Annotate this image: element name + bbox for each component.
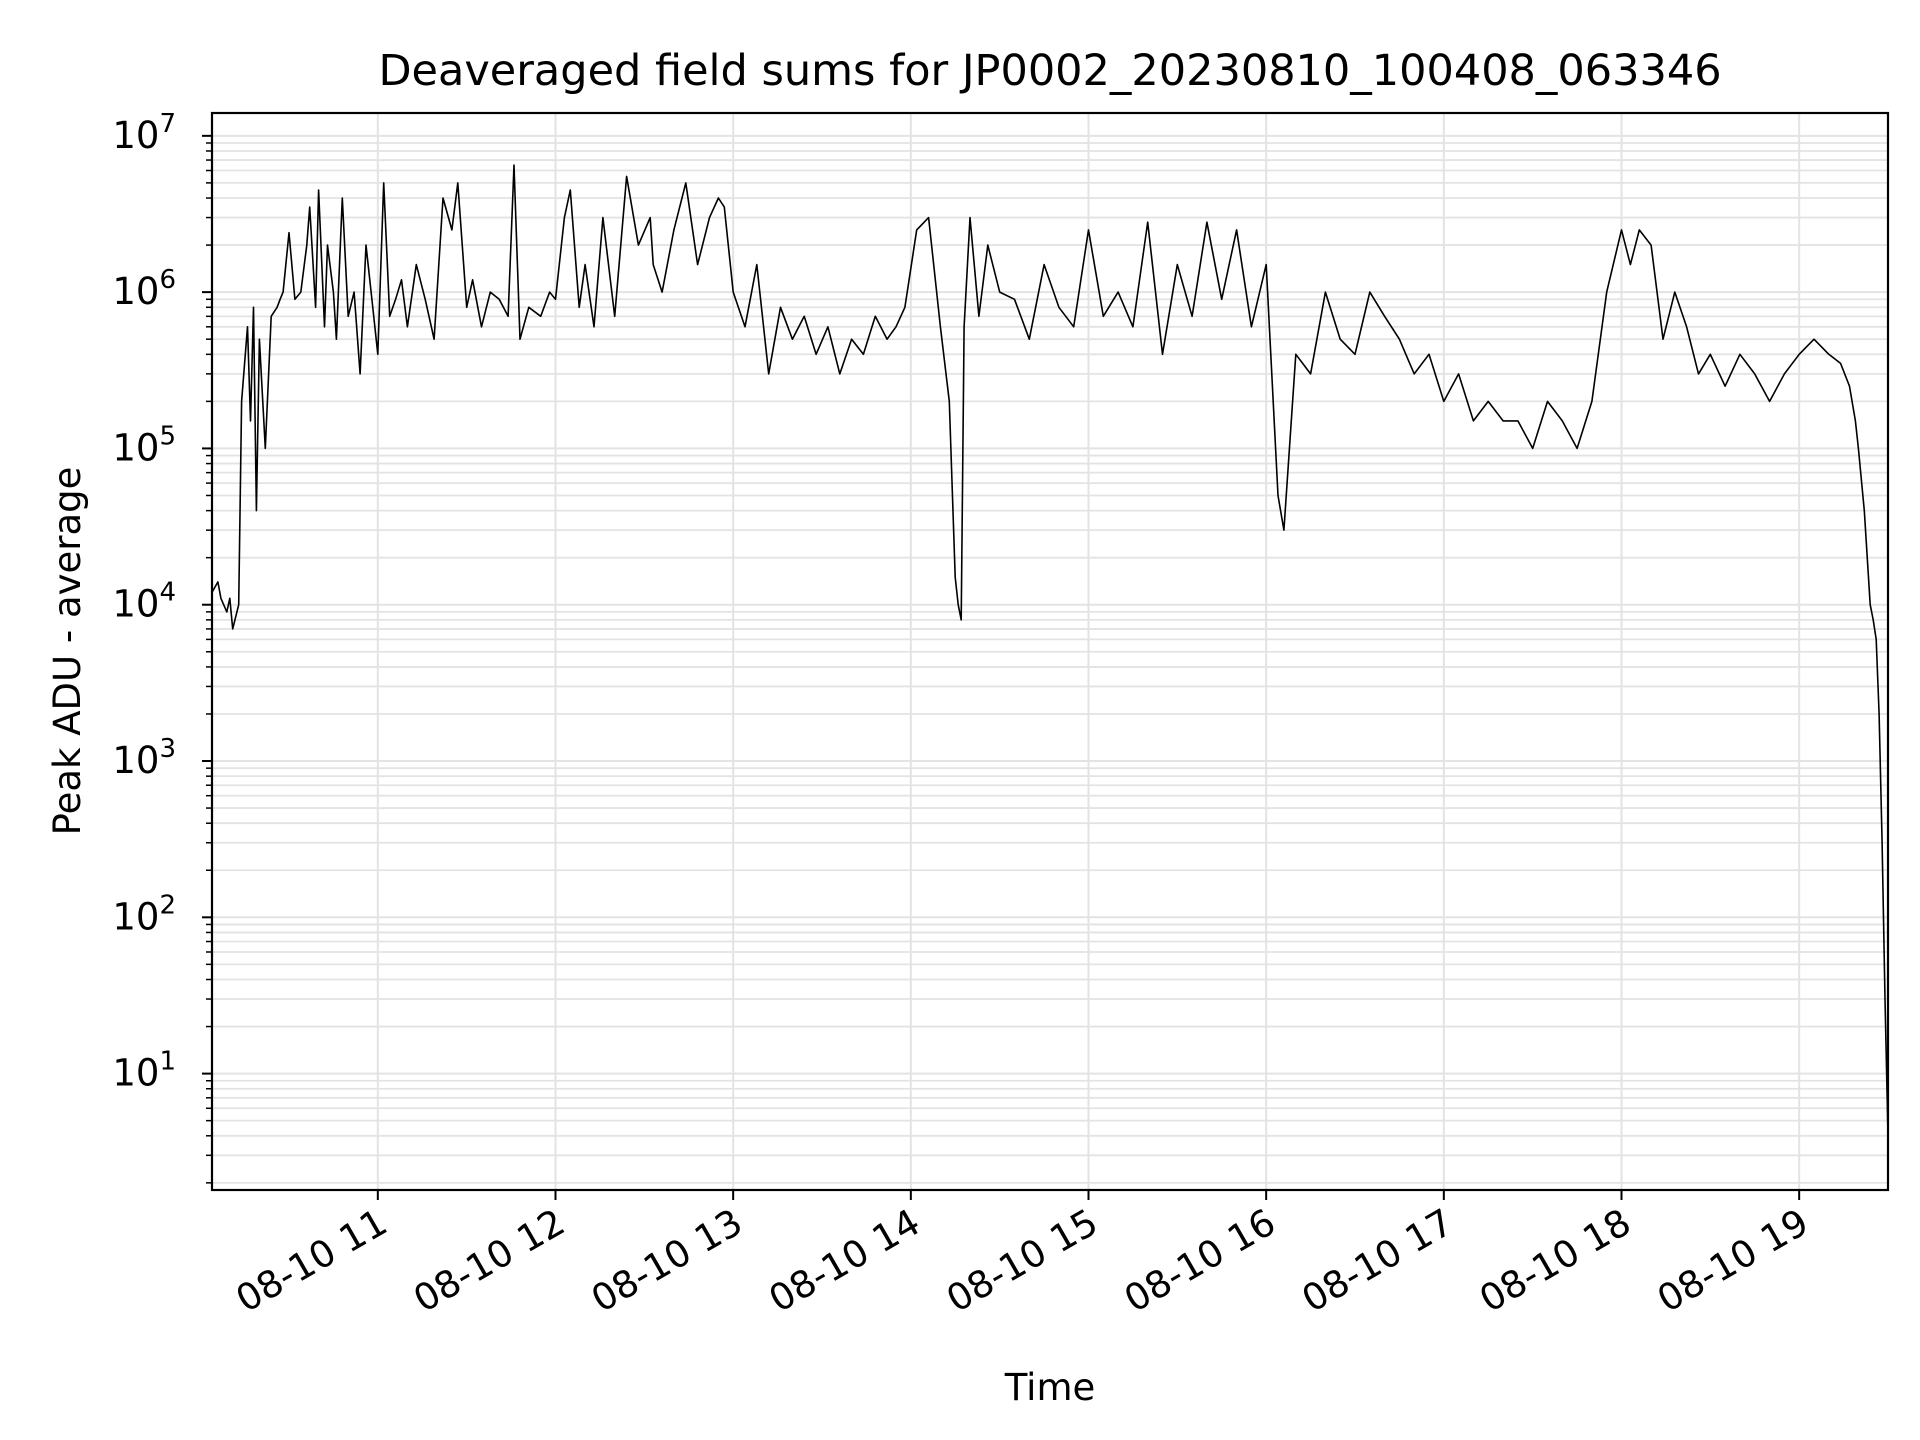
y-tick-label: 104 <box>112 578 176 626</box>
series-line <box>211 164 1889 1136</box>
y-axis-label: Peak ADU - average <box>46 467 89 836</box>
y-tick-label: 102 <box>112 890 176 938</box>
x-axis-label: Time <box>1004 1366 1096 1409</box>
y-tick-label: 107 <box>112 109 176 157</box>
y-tick-label: 101 <box>112 1047 176 1095</box>
y-tick-label: 103 <box>112 734 176 782</box>
y-tick-label: 106 <box>112 265 176 313</box>
plot-area <box>211 164 1889 1136</box>
grid-lines <box>212 113 1888 1190</box>
chart-title: Deaveraged field sums for JP0002_2023081… <box>378 46 1721 96</box>
y-tick-label: 105 <box>112 421 176 469</box>
